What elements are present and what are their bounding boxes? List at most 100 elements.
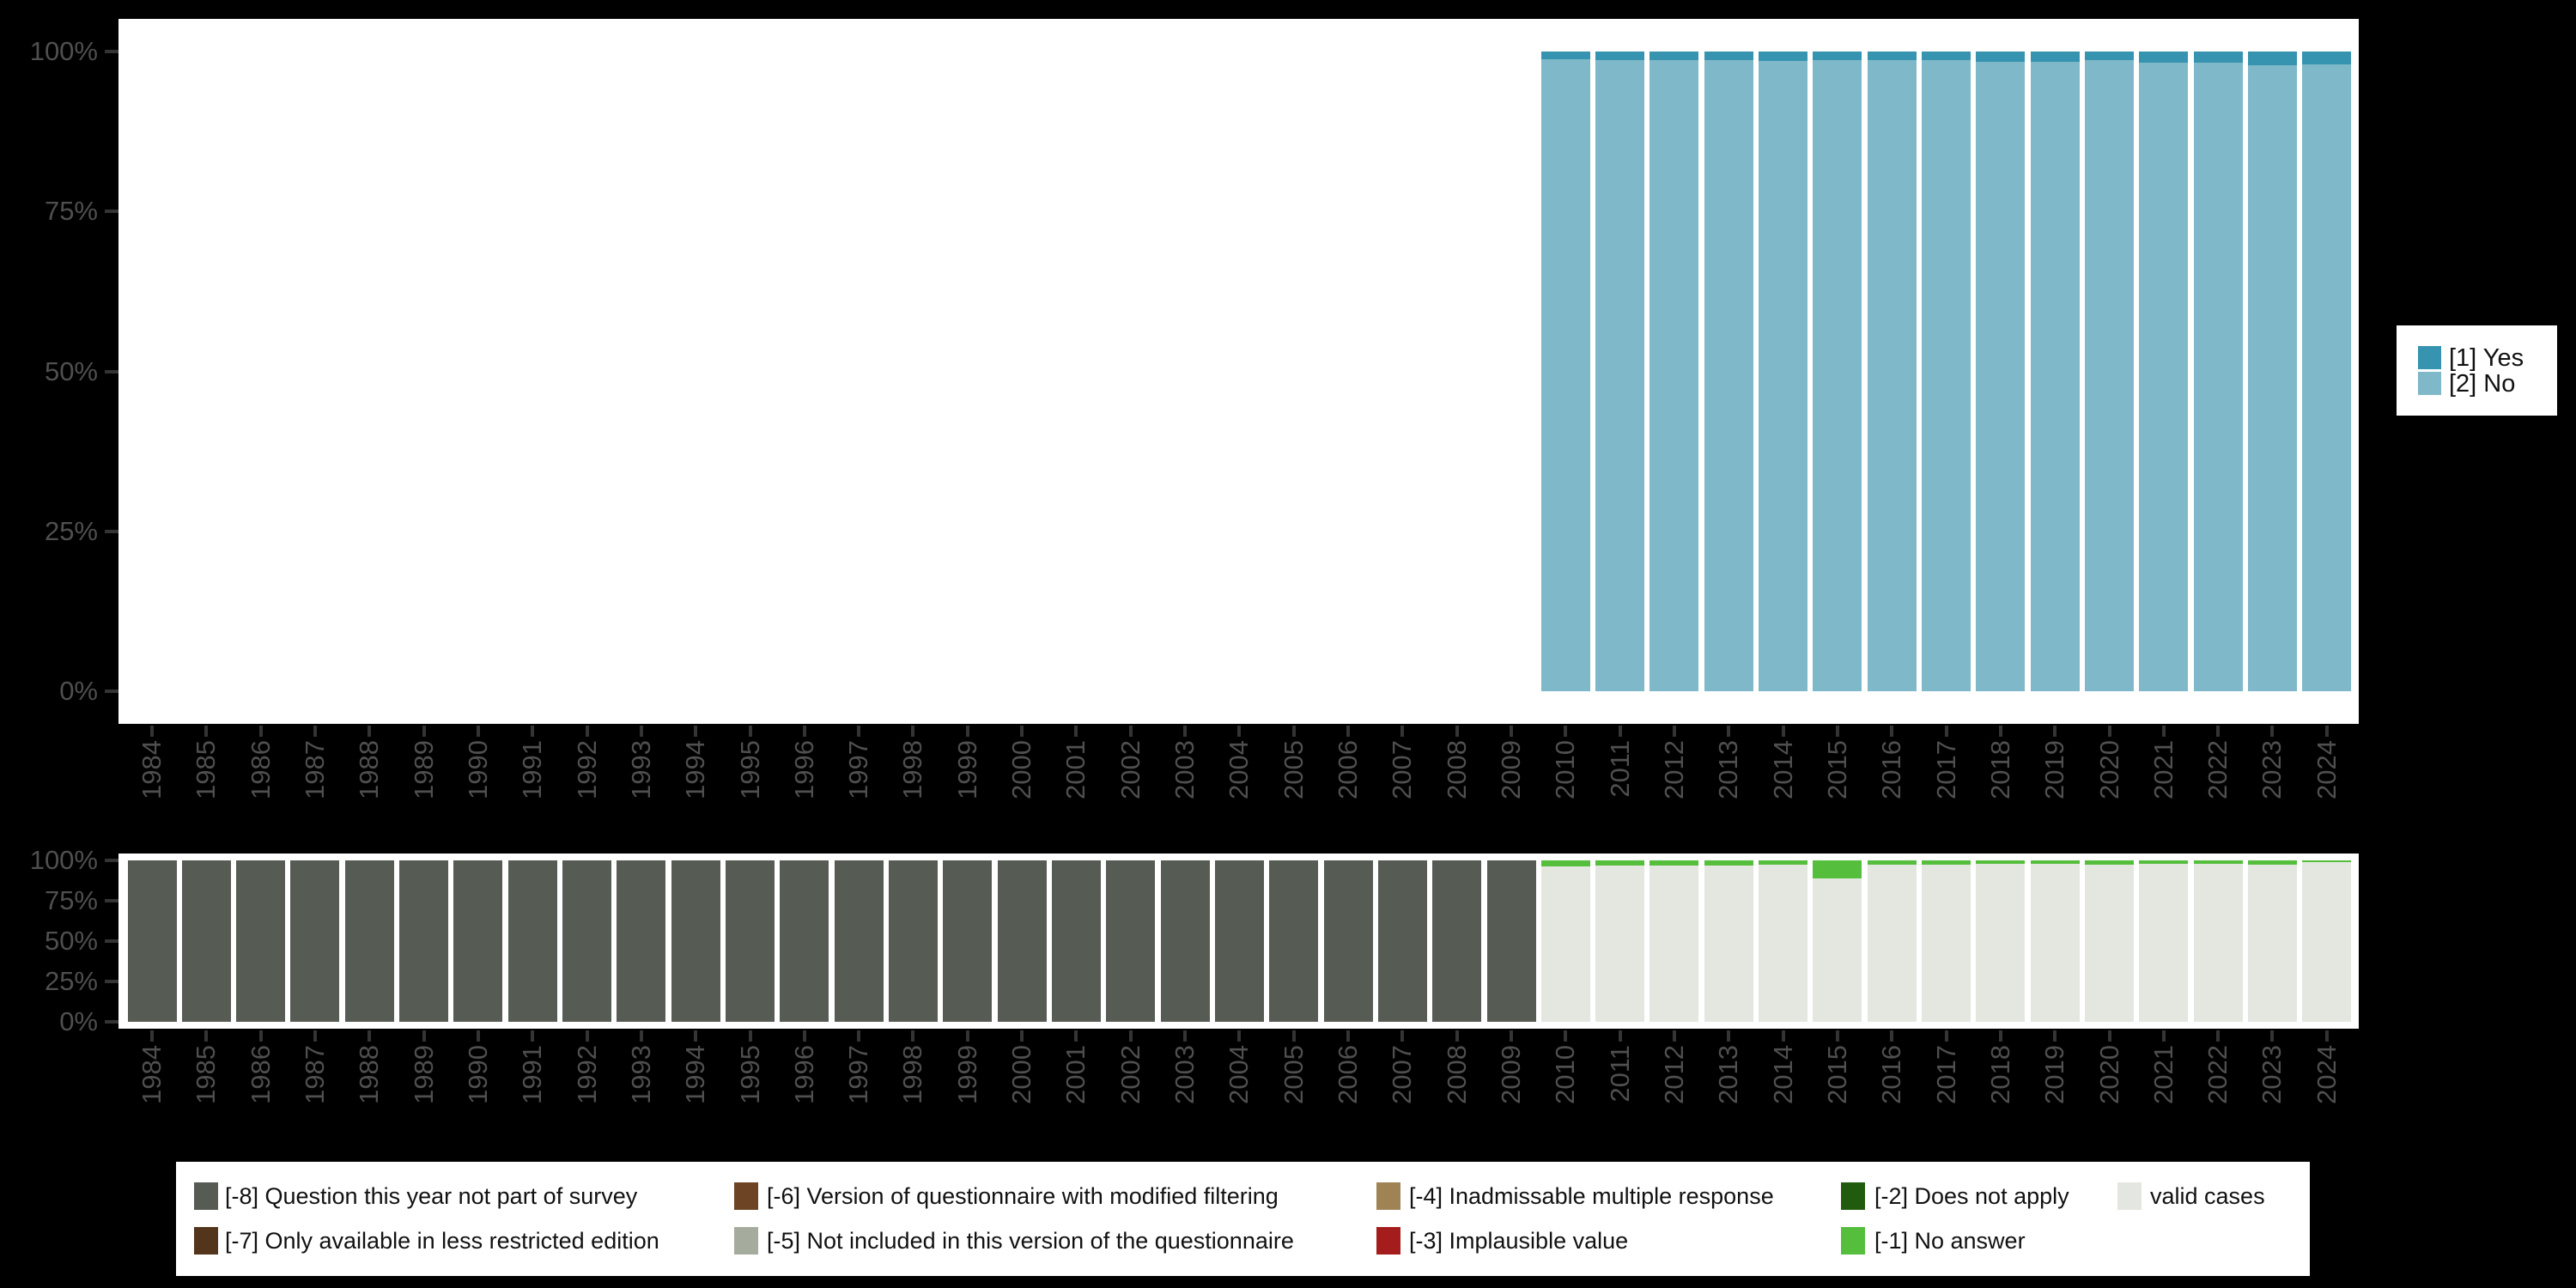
- x-axis-year-label: 1991: [517, 1045, 548, 1104]
- x-axis-tick: [2270, 726, 2275, 737]
- x-axis-tick: [1835, 1030, 1839, 1042]
- x-axis-year-label: 2004: [1224, 740, 1255, 799]
- bar-segment-missing-values-by-year-2017: [1922, 860, 1971, 866]
- bar-segment-answers-by-year-2015: [1813, 59, 1862, 691]
- legend-top-chart: [1] Yes [2] No: [2397, 325, 2557, 416]
- x-axis-year-label: 2017: [1930, 1045, 1961, 1104]
- bar-segment-answers-by-year-2018: [1976, 52, 2026, 62]
- bar-segment-answers-by-year-2023: [2247, 64, 2297, 691]
- x-axis-year-label: 2017: [1930, 740, 1961, 799]
- bar-segment-missing-values-by-year-1993: [617, 860, 666, 1022]
- x-axis-tick: [1128, 726, 1133, 737]
- x-axis-tick: [1564, 726, 1568, 737]
- y-axis-label: 75%: [44, 884, 98, 915]
- x-axis-year-label: 2001: [1060, 1045, 1091, 1104]
- x-axis-year-label: 2007: [1387, 1045, 1418, 1104]
- x-axis-year-label: 1985: [191, 740, 222, 799]
- bar-segment-answers-by-year-2017: [1922, 52, 1971, 61]
- x-axis-year-label: 1999: [951, 1045, 982, 1104]
- bar-segment-missing-values-by-year-1995: [726, 860, 775, 1022]
- x-axis-year-label: 1990: [462, 1045, 493, 1104]
- x-axis-tick: [911, 726, 915, 737]
- x-axis-year-label: 2010: [1550, 1045, 1581, 1104]
- x-axis-year-label: 2024: [2311, 1045, 2342, 1104]
- x-axis-tick: [1128, 1030, 1133, 1042]
- bar-segment-answers-by-year-2016: [1867, 59, 1917, 691]
- x-axis-tick: [802, 1030, 806, 1042]
- x-axis-tick: [1727, 1030, 1731, 1042]
- x-axis-year-label: 2016: [1876, 740, 1907, 799]
- x-axis-tick: [1998, 726, 2002, 737]
- x-axis-tick: [1020, 726, 1024, 737]
- y-axis-tick: [105, 939, 118, 943]
- x-axis-tick: [2107, 1030, 2111, 1042]
- x-axis-year-label: 1987: [299, 740, 330, 799]
- x-axis-year-label: 2013: [1713, 740, 1744, 799]
- x-axis-tick: [1183, 1030, 1188, 1042]
- x-axis-year-label: 1993: [625, 1045, 656, 1104]
- x-axis-year-label: 2014: [1767, 740, 1798, 799]
- bar-segment-answers-by-year-2011: [1595, 52, 1645, 61]
- x-axis-year-label: 1996: [788, 1045, 819, 1104]
- bar-segment-answers-by-year-2013: [1704, 52, 1753, 60]
- bar-segment-answers-by-year-2019: [2030, 52, 2080, 62]
- legend-label: [-1] No answer: [1874, 1228, 2026, 1254]
- bar-segment-missing-values-by-year-2015: [1813, 860, 1862, 879]
- x-axis-tick: [2161, 1030, 2166, 1042]
- x-axis-tick: [694, 1030, 698, 1042]
- bar-segment-missing-values-by-year-2016: [1867, 860, 1917, 866]
- x-axis-tick: [531, 1030, 535, 1042]
- x-axis-tick: [911, 1030, 915, 1042]
- y-axis-label: 0%: [59, 1005, 98, 1036]
- x-axis-year-label: 1999: [951, 740, 982, 799]
- bar-segment-missing-values-by-year-2020: [2085, 864, 2135, 1022]
- x-axis-tick: [531, 726, 535, 737]
- x-axis-year-label: 1988: [354, 1045, 385, 1104]
- x-axis-year-label: 2000: [1006, 1045, 1037, 1104]
- bar-segment-missing-values-by-year-2013: [1704, 865, 1753, 1022]
- bar-segment-missing-values-by-year-2023: [2247, 860, 2297, 866]
- y-axis-tick: [105, 859, 118, 862]
- bar-segment-missing-values-by-year-1998: [888, 860, 938, 1022]
- x-axis-year-label: 1989: [408, 740, 439, 799]
- bar-segment-missing-values-by-year-2014: [1759, 860, 1808, 865]
- bar-segment-answers-by-year-2023: [2247, 52, 2297, 65]
- x-axis-tick: [2107, 726, 2111, 737]
- legend-swatch: [2418, 372, 2441, 395]
- x-axis-tick: [1455, 726, 1459, 737]
- bar-segment-missing-values-by-year-2015: [1813, 878, 1862, 1022]
- legend-label: [-2] Does not apply: [1874, 1183, 2069, 1209]
- bar-segment-missing-values-by-year-2000: [997, 860, 1047, 1022]
- legend-label: [-6] Version of questionnaire with modif…: [767, 1183, 1279, 1209]
- x-axis-year-label: 1984: [137, 1045, 167, 1104]
- x-axis-tick: [150, 726, 154, 737]
- y-axis-tick: [105, 50, 118, 53]
- legend-item: [2] No: [2397, 371, 2557, 397]
- x-axis-year-label: 2020: [2093, 1045, 2124, 1104]
- legend-label: [-3] Implausible value: [1409, 1228, 1629, 1254]
- legend-swatch: [1376, 1182, 1400, 1210]
- x-axis-year-label: 1986: [245, 740, 276, 799]
- x-axis-tick: [965, 1030, 969, 1042]
- bar-segment-missing-values-by-year-1999: [943, 860, 993, 1022]
- bar-segment-missing-values-by-year-2024: [2302, 862, 2352, 1022]
- bar-segment-missing-values-by-year-1985: [181, 860, 231, 1022]
- bar-segment-answers-by-year-2020: [2085, 59, 2135, 691]
- x-axis-tick: [585, 1030, 589, 1042]
- x-axis-year-label: 1985: [191, 1045, 222, 1104]
- bar-segment-missing-values-by-year-1991: [507, 860, 557, 1022]
- x-axis-tick: [204, 1030, 209, 1042]
- bar-segment-answers-by-year-2022: [2193, 62, 2243, 691]
- x-axis-year-label: 2005: [1278, 740, 1309, 799]
- x-axis-year-label: 2002: [1115, 1045, 1145, 1104]
- x-axis-tick: [1346, 1030, 1351, 1042]
- legend-swatch: [194, 1182, 218, 1210]
- legend-item: [1] Yes: [2397, 345, 2557, 371]
- bar-segment-missing-values-by-year-1996: [780, 860, 829, 1022]
- legend-label: valid cases: [2150, 1183, 2265, 1209]
- x-axis-year-label: 1988: [354, 740, 385, 799]
- x-axis-tick: [748, 726, 752, 737]
- bar-segment-missing-values-by-year-2010: [1540, 860, 1590, 867]
- x-axis-year-label: 2021: [2148, 740, 2178, 799]
